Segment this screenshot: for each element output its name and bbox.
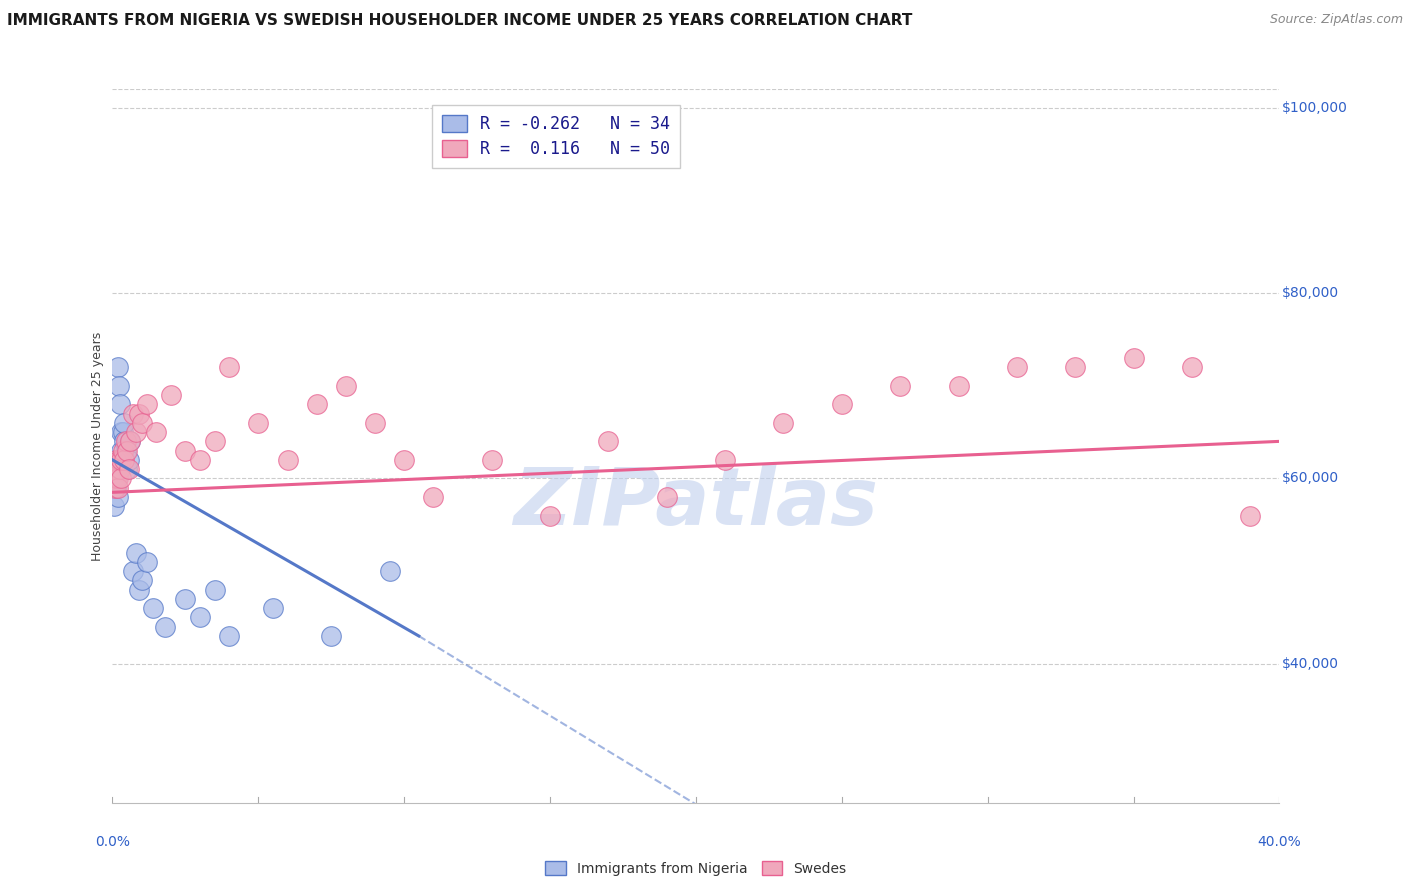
Point [114, 434, 136, 449]
Text: $60,000: $60,000 [1282, 472, 1339, 485]
Point [1181, 360, 1204, 375]
Point [1239, 508, 1261, 523]
Point [105, 462, 128, 476]
Point [422, 490, 444, 504]
Point [889, 378, 911, 392]
Point [831, 397, 853, 411]
Point [122, 564, 145, 578]
Point [103, 481, 125, 495]
Point [108, 462, 131, 476]
Point [122, 407, 145, 421]
Point [204, 582, 226, 597]
Point [218, 360, 240, 375]
Point [142, 601, 165, 615]
Point [105, 453, 128, 467]
Text: $100,000: $100,000 [1282, 101, 1348, 115]
Point [108, 378, 131, 392]
Text: $80,000: $80,000 [1282, 286, 1339, 300]
Point [392, 453, 416, 467]
Point [105, 462, 128, 476]
Point [103, 471, 125, 485]
Point [110, 453, 132, 467]
Point [110, 425, 132, 439]
Point [111, 453, 134, 467]
Point [160, 388, 183, 402]
Point [136, 397, 159, 411]
Point [128, 407, 150, 421]
Point [104, 471, 127, 485]
Point [276, 453, 298, 467]
Point [335, 378, 357, 392]
Point [118, 434, 141, 449]
Point [714, 453, 737, 467]
Point [112, 453, 135, 467]
Point [111, 443, 134, 458]
Point [218, 629, 240, 643]
Point [153, 620, 176, 634]
Point [378, 564, 401, 578]
Point [131, 416, 153, 430]
Point [111, 425, 134, 439]
Point [103, 500, 125, 514]
Point [118, 434, 141, 449]
Point [112, 434, 135, 449]
Point [204, 434, 226, 449]
Point [655, 490, 678, 504]
Point [108, 397, 131, 411]
Point [115, 443, 138, 458]
Text: $40,000: $40,000 [1282, 657, 1339, 671]
Point [107, 481, 129, 495]
Point [188, 453, 211, 467]
Point [115, 462, 138, 476]
Point [103, 471, 125, 485]
Point [104, 481, 127, 495]
Point [125, 425, 148, 439]
Text: ZIPatlas: ZIPatlas [513, 464, 879, 542]
Point [136, 555, 159, 569]
Legend: Immigrants from Nigeria, Swedes: Immigrants from Nigeria, Swedes [540, 855, 852, 881]
Point [364, 416, 387, 430]
Point [117, 462, 139, 476]
Text: Source: ZipAtlas.com: Source: ZipAtlas.com [1270, 13, 1403, 27]
Point [104, 462, 127, 476]
Point [262, 601, 284, 615]
Point [772, 416, 794, 430]
Point [107, 490, 129, 504]
Point [117, 453, 139, 467]
Point [131, 574, 153, 588]
Point [948, 378, 970, 392]
Point [108, 453, 131, 467]
Point [538, 508, 561, 523]
Point [112, 416, 135, 430]
Point [1005, 360, 1028, 375]
Point [110, 471, 132, 485]
Text: 0.0%: 0.0% [96, 835, 129, 849]
Point [321, 629, 343, 643]
Point [188, 610, 211, 624]
Point [174, 443, 197, 458]
Point [481, 453, 503, 467]
Point [247, 416, 270, 430]
Point [598, 434, 620, 449]
Point [1064, 360, 1087, 375]
Point [114, 443, 136, 458]
Point [1122, 351, 1144, 365]
Point [145, 425, 167, 439]
Point [110, 443, 132, 458]
Point [125, 545, 148, 559]
Point [107, 360, 129, 375]
Text: IMMIGRANTS FROM NIGERIA VS SWEDISH HOUSEHOLDER INCOME UNDER 25 YEARS CORRELATION: IMMIGRANTS FROM NIGERIA VS SWEDISH HOUSE… [7, 13, 912, 29]
Point [105, 471, 128, 485]
Point [174, 591, 197, 606]
Text: 40.0%: 40.0% [1257, 835, 1302, 849]
Point [128, 582, 150, 597]
Point [107, 471, 129, 485]
Point [305, 397, 328, 411]
Y-axis label: Householder Income Under 25 years: Householder Income Under 25 years [91, 331, 104, 561]
Point [104, 453, 127, 467]
